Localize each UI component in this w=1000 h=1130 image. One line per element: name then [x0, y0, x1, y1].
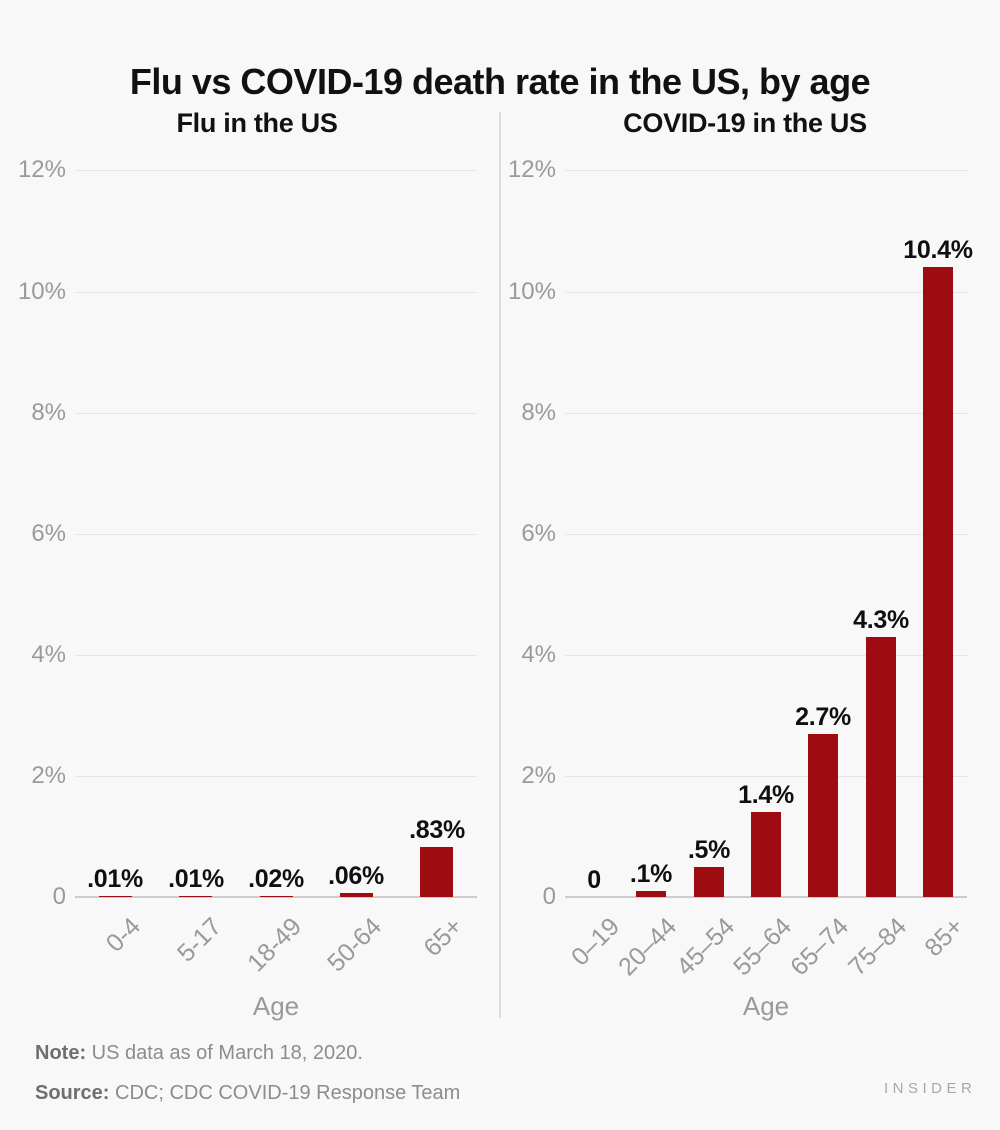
gridline [565, 776, 967, 777]
bar-value-label: 2.7% [795, 703, 851, 731]
y-tick-label: 8% [31, 399, 66, 426]
y-tick-label: 4% [31, 641, 66, 668]
source-prefix: Source: [35, 1082, 110, 1104]
gridline [75, 534, 477, 535]
bar-value-label: 1.4% [738, 781, 794, 809]
y-tick-label: 4% [521, 641, 556, 668]
bar-value-label: 4.3% [853, 606, 909, 634]
x-tick-label: 65+ [418, 912, 469, 963]
x-tick-label: 5-17 [171, 912, 228, 968]
gridline [75, 170, 477, 171]
gridline [75, 896, 477, 898]
bar [420, 847, 453, 897]
y-tick-label: 0 [542, 883, 556, 910]
y-tick-label: 8% [521, 399, 556, 426]
covid-chart-subtitle: COVID-19 in the US [623, 108, 867, 138]
bar [340, 893, 373, 897]
note-text: Note: US data as of March 18, 2020. [35, 1040, 363, 1066]
bar [923, 267, 953, 897]
gridline [565, 170, 967, 171]
gridline [75, 292, 477, 293]
bar [179, 896, 212, 897]
bar [751, 812, 781, 897]
bar-value-label: .06% [328, 862, 384, 890]
bar-value-label: .01% [87, 865, 143, 893]
gridline [75, 655, 477, 656]
chart-title: Flu vs COVID-19 death rate in the US, by… [129, 61, 871, 103]
x-axis-title: Age [252, 991, 300, 1021]
bar [260, 896, 293, 897]
bar-value-label: .1% [629, 860, 673, 888]
gridline [75, 776, 477, 777]
y-tick-label: 2% [31, 762, 66, 789]
gridline [565, 655, 967, 656]
y-tick-label: 10% [507, 278, 556, 305]
bar-value-label: .5% [687, 836, 731, 864]
bar [866, 637, 896, 897]
bar-value-label: 0 [587, 866, 601, 894]
bar-value-label: .01% [168, 865, 224, 893]
source-body: CDC; CDC COVID-19 Response Team [109, 1082, 461, 1104]
x-tick-label: 50-64 [322, 912, 388, 978]
gridline [565, 413, 967, 414]
note-body: US data as of March 18, 2020. [86, 1042, 363, 1064]
bar [99, 896, 132, 897]
bar-value-label: .83% [409, 816, 465, 844]
bar-value-label: .02% [248, 865, 304, 893]
y-tick-label: 2% [521, 762, 556, 789]
gridline [565, 534, 967, 535]
bar [694, 867, 724, 897]
x-tick-label: 18-49 [242, 912, 308, 978]
gridline [75, 413, 477, 414]
bar [808, 734, 838, 897]
flu-chart-subtitle: Flu in the US [176, 108, 338, 138]
note-prefix: Note: [35, 1042, 87, 1064]
y-tick-label: 6% [521, 520, 556, 547]
panel-divider [499, 112, 501, 1018]
gridline [565, 896, 967, 898]
bar [636, 891, 666, 897]
gridline [565, 292, 967, 293]
x-axis-title: Age [742, 991, 790, 1021]
y-tick-label: 10% [17, 278, 66, 305]
y-tick-label: 6% [31, 520, 66, 547]
x-tick-label: 0-4 [100, 912, 147, 958]
source-text: Source: CDC; CDC COVID-19 Response Team [35, 1080, 460, 1106]
y-tick-label: 0 [52, 883, 66, 910]
y-tick-label: 12% [507, 156, 556, 183]
bar-value-label: 10.4% [903, 236, 973, 264]
y-tick-label: 12% [17, 156, 66, 183]
insider-logo: INSIDER [884, 1080, 977, 1097]
